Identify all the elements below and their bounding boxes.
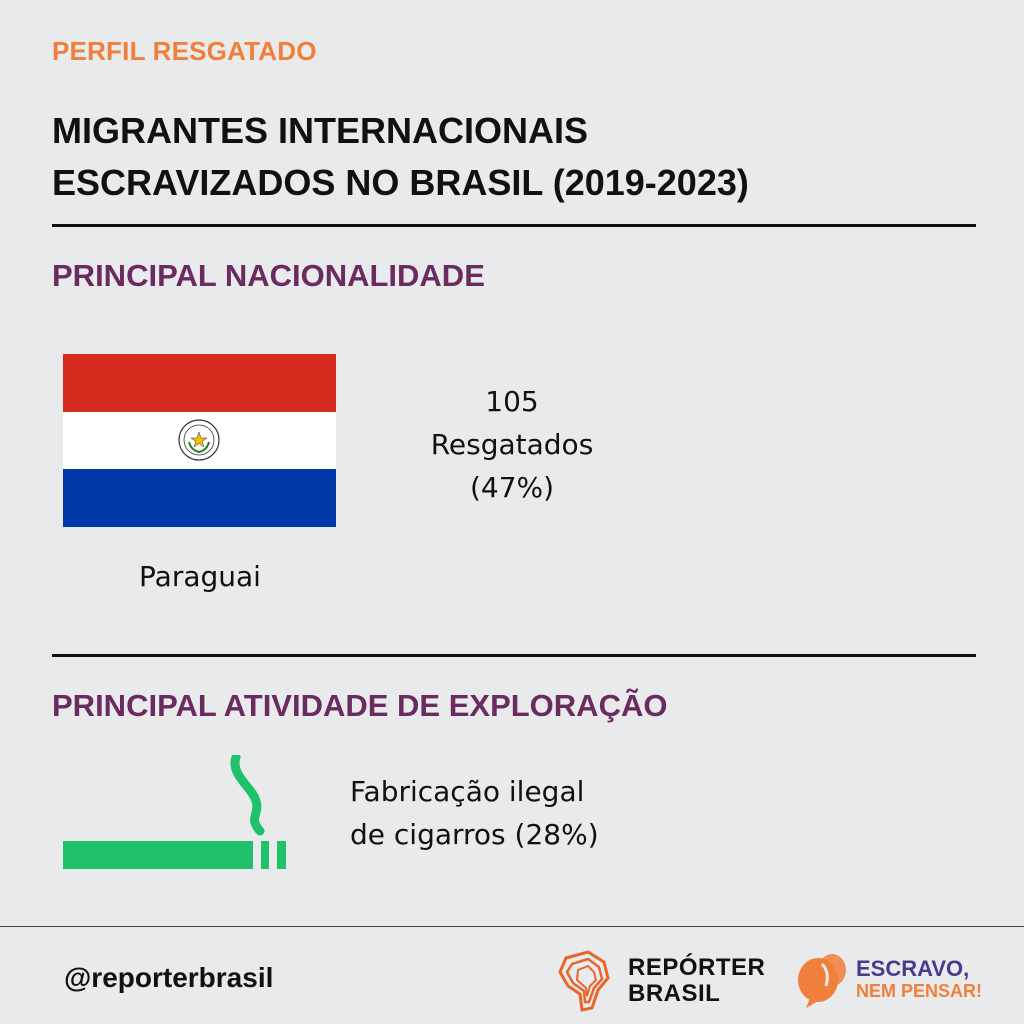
cigarette-icon <box>63 755 286 869</box>
title-line-2: ESCRAVIZADOS NO BRASIL (2019-2023) <box>52 162 749 203</box>
flag-seal-icon <box>178 419 220 461</box>
logo2-line-2: NEM PENSAR! <box>856 981 983 1001</box>
reporter-brasil-logo-text: REPÓRTER BRASIL <box>628 955 765 1007</box>
activity-line-1: Fabricação ilegal <box>350 775 585 808</box>
escravo-nem-pensar-logo-text: ESCRAVO, NEM PENSAR! <box>856 958 982 1002</box>
country-name: Paraguai <box>139 560 261 593</box>
paraguay-flag-icon <box>63 354 336 527</box>
flag-red-band <box>63 354 336 412</box>
divider-middle <box>52 654 976 657</box>
activity-text: Fabricação ilegal de cigarros (28%) <box>350 770 670 856</box>
activity-line-2: de cigarros (28%) <box>350 818 599 851</box>
nationality-heading: PRINCIPAL NACIONALIDADE <box>52 258 485 293</box>
page-title: MIGRANTES INTERNACIONAIS ESCRAVIZADOS NO… <box>52 105 749 209</box>
social-handle: @reporterbrasil <box>64 962 274 993</box>
escravo-nem-pensar-logo-icon <box>798 954 846 1008</box>
rescued-percent: (47%) <box>469 471 555 504</box>
rescued-label: Resgatados <box>430 428 594 461</box>
flag-white-band <box>63 412 336 469</box>
divider-top <box>52 224 976 227</box>
rescued-stat: 105 Resgatados (47%) <box>400 380 624 509</box>
reporter-brasil-logo-icon <box>558 950 610 1012</box>
flag-blue-band <box>63 469 336 527</box>
rescued-count: 105 <box>485 385 539 418</box>
kicker-label: PERFIL RESGATADO <box>52 36 317 66</box>
footer-divider <box>0 926 1024 927</box>
logo2-line-1: ESCRAVO, <box>856 956 970 981</box>
logo1-line-2: BRASIL <box>628 980 721 1007</box>
activity-heading: PRINCIPAL ATIVIDADE DE EXPLORAÇÃO <box>52 688 668 723</box>
logo1-line-1: REPÓRTER <box>628 954 766 981</box>
title-line-1: MIGRANTES INTERNACIONAIS <box>52 110 589 151</box>
